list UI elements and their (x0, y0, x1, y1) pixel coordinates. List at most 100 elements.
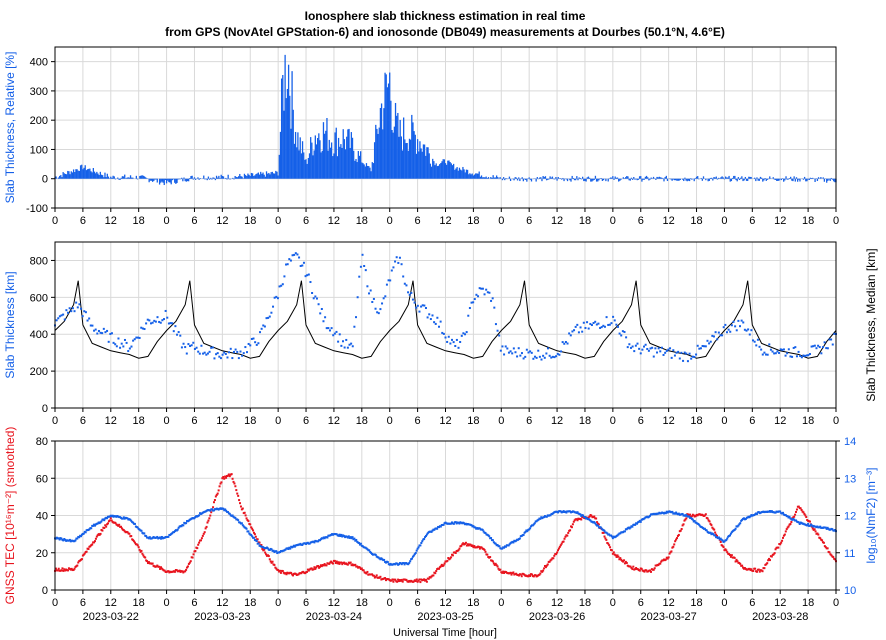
tec-point (322, 564, 325, 567)
observed-point (102, 327, 105, 330)
x-tick-label: 18 (356, 597, 368, 609)
observed-point (130, 345, 133, 348)
nmf2-point (126, 517, 129, 520)
tec-point (219, 482, 222, 485)
y-tick-label: 400 (30, 329, 48, 341)
y-tick-label: 0 (42, 174, 48, 186)
x-tick-label: 18 (244, 215, 256, 227)
tec-point (132, 539, 135, 542)
x-tick-label: 6 (303, 597, 309, 609)
observed-point (709, 340, 712, 343)
observed-point (608, 323, 611, 326)
observed-point (509, 350, 512, 353)
observed-point (346, 346, 349, 349)
nmf2-point (595, 523, 598, 526)
tec-point (72, 568, 75, 571)
observed-point (807, 354, 810, 357)
nmf2-point (90, 527, 93, 530)
x-tick-label: 0 (610, 415, 616, 427)
observed-point (480, 287, 483, 290)
tec-point (519, 573, 522, 576)
nmf2-point (301, 543, 304, 546)
observed-point (286, 263, 289, 266)
tec-point (713, 528, 716, 531)
nmf2-point (293, 545, 296, 548)
nmf2-point (408, 561, 411, 564)
tec-point (572, 520, 575, 523)
observed-point (149, 322, 152, 325)
date-label: 2023-03-26 (529, 611, 585, 623)
tec-point (96, 534, 99, 537)
nmf2-point (400, 563, 403, 566)
observed-point (58, 315, 61, 318)
nmf2-point (501, 547, 504, 550)
observed-point (307, 273, 310, 276)
nmf2-point (57, 537, 60, 540)
tec-point (198, 541, 201, 544)
observed-point (330, 327, 333, 330)
tec-point (608, 544, 611, 547)
nmf2-point (709, 531, 712, 534)
observed-point (408, 293, 411, 296)
observed-point (57, 317, 60, 320)
observed-point (242, 352, 245, 355)
tec-point (604, 537, 607, 540)
tec-point (201, 534, 204, 537)
tec-point (341, 563, 344, 566)
observed-point (96, 332, 99, 335)
nmf2-point (623, 530, 626, 533)
nmf2-point (430, 530, 433, 533)
observed-point (78, 303, 81, 306)
observed-point (573, 329, 576, 332)
nmf2-point (730, 531, 733, 534)
nmf2-point (182, 524, 185, 527)
observed-point (101, 332, 104, 335)
nmf2-point (537, 518, 540, 521)
tec-point (767, 559, 770, 562)
tec-point (98, 533, 101, 536)
tec-point (687, 513, 690, 516)
tec-point (828, 551, 831, 554)
tec-point (378, 576, 381, 579)
tec-point (785, 528, 788, 531)
nmf2-point (528, 528, 531, 531)
nmf2-point (442, 523, 445, 526)
tec-point (425, 580, 428, 583)
x-tick-label: 18 (690, 215, 702, 227)
tec-point (824, 546, 827, 549)
y-tick-label: 800 (30, 255, 48, 267)
median-line (54, 280, 837, 359)
tec-point (231, 477, 234, 480)
tec-point (813, 528, 816, 531)
tec-point (692, 514, 695, 517)
nmf2-point (532, 523, 535, 526)
observed-point (413, 301, 416, 304)
observed-point (538, 355, 541, 358)
observed-point (397, 261, 400, 264)
tec-point (673, 543, 676, 546)
tec-point (503, 571, 506, 574)
observed-point (299, 265, 302, 268)
tec-point (784, 530, 787, 533)
tec-point (609, 546, 612, 549)
tec-point (734, 560, 737, 563)
observed-point (208, 350, 211, 353)
nmf2-point (734, 527, 737, 530)
observed-point (431, 314, 434, 317)
right-tick-label: 13 (844, 473, 856, 485)
observed-point (800, 356, 803, 359)
observed-point (743, 328, 746, 331)
tec-point (128, 532, 131, 535)
y-tick-label: 60 (36, 473, 48, 485)
tec-point (564, 535, 567, 538)
tec-point (682, 523, 685, 526)
observed-point (250, 337, 253, 340)
tec-point (623, 562, 626, 565)
nmf2-point (507, 544, 510, 547)
tec-point (197, 543, 200, 546)
observed-point (665, 349, 668, 352)
nmf2-point (472, 525, 475, 528)
observed-point (91, 324, 94, 327)
nmf2-point (358, 542, 361, 545)
nmf2-point (350, 537, 353, 540)
